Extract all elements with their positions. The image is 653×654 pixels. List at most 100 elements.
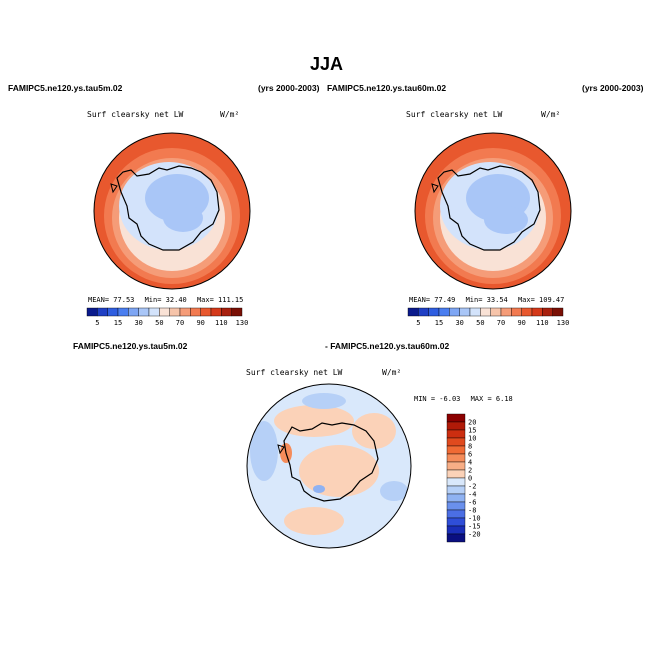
right-units: W/m²: [541, 110, 561, 119]
diff-warm-patch-2: [352, 413, 396, 449]
left-colorbar-tick-label: 5: [95, 319, 99, 327]
left-colorbar-swatch: [107, 307, 119, 317]
right-colorbar: 5 15 30 50 70 90 110 130: [407, 307, 570, 327]
left-peninsula: [110, 183, 118, 194]
diff-colorbar-swatch: [446, 461, 466, 471]
left-units: W/m²: [220, 110, 240, 119]
diff-colorbar-swatch: [446, 421, 466, 431]
left-max: 111.15: [218, 296, 244, 304]
diff-map-border: [246, 383, 412, 549]
left-map: [93, 132, 251, 290]
diff-colorbar-swatch: [446, 477, 466, 487]
diff-colorbar-tick-label: -20: [468, 531, 481, 539]
diff-colorbar-swatch: [446, 501, 466, 511]
diff-min-label: MIN =: [414, 395, 436, 403]
left-colorbar-swatch: [190, 307, 201, 317]
right-colorbar-swatch: [428, 307, 440, 317]
diff-colorbar-swatch: [446, 453, 466, 463]
right-colorbar-swatch: [438, 307, 450, 317]
left-years-label: (yrs 2000-2003): [258, 83, 320, 93]
left-colorbar-swatch: [231, 307, 243, 317]
right-colorbar-tick-label: 30: [455, 319, 463, 327]
diff-colorbar-tick-label: 10: [468, 435, 476, 443]
diff-colorbar-swatch: [446, 445, 466, 455]
left-colorbar: 5 15 30 50 70 90 110 130: [86, 307, 249, 327]
left-map-border: [93, 132, 251, 290]
right-colorbar-swatch: [552, 307, 564, 317]
left-plot-title: Surf clearsky net LW: [87, 110, 184, 119]
left-stats: MEAN= 77.53 Min= 32.40 Max= 111.15: [88, 296, 243, 304]
diff-cool-spot: [313, 485, 325, 493]
right-colorbar-swatch: [480, 307, 491, 317]
diff-colorbar-swatch: [446, 437, 466, 447]
right-plot-title: Surf clearsky net LW: [406, 110, 503, 119]
diff-colorbar-swatch: [446, 509, 466, 519]
left-band-6: [163, 204, 203, 232]
right-colorbar-swatch: [511, 307, 522, 317]
left-colorbar-tick-label: 50: [155, 319, 163, 327]
right-min-label: Min=: [465, 296, 483, 304]
diff-colorbar-tick-label: 4: [468, 459, 472, 467]
right-run-label: FAMIPC5.ne120.ys.tau60m.02: [327, 83, 447, 93]
right-colorbar-swatch: [542, 307, 553, 317]
diff-colorbar-tick-label: -10: [468, 515, 481, 523]
diff-units: W/m²: [382, 368, 402, 377]
left-colorbar-tick-label: 130: [236, 319, 249, 327]
left-colorbar-swatch: [86, 307, 98, 317]
right-map: [414, 132, 572, 290]
right-colorbar-tick-label: 90: [517, 319, 525, 327]
left-colorbar-tick-label: 90: [196, 319, 204, 327]
diff-colorbar-swatch: [446, 429, 466, 439]
right-colorbar-tick-label: 15: [435, 319, 443, 327]
diff-map: [246, 383, 412, 549]
diff-colorbar-swatch: [446, 493, 466, 503]
left-colorbar-swatch: [210, 307, 222, 317]
right-colorbar-swatch: [521, 307, 533, 317]
diff-colorbar-tick-label: 2: [468, 467, 472, 475]
left-mean-label: MEAN=: [88, 296, 110, 304]
diff-colorbar-tick-label: -6: [468, 499, 476, 507]
left-min-label: Min=: [144, 296, 162, 304]
left-coastline: [116, 165, 220, 251]
page-title: JJA: [310, 54, 344, 74]
diff-min: -6.03: [439, 395, 461, 403]
diff-colorbar-swatch: [446, 413, 466, 423]
right-min: 33.54: [486, 296, 508, 304]
right-colorbar-tick-label: 110: [536, 319, 549, 327]
diff-colorbar-tick-label: 6: [468, 451, 472, 459]
right-colorbar-swatch: [531, 307, 543, 317]
diff-warm-patch-4: [284, 507, 344, 535]
diff-peninsula: [277, 444, 285, 455]
right-max-label: Max=: [517, 296, 535, 304]
right-mean: 77.49: [434, 296, 456, 304]
left-min: 32.40: [165, 296, 187, 304]
diff-plot-title: Surf clearsky net LW: [246, 368, 343, 377]
diff-colorbar-tick-label: -4: [468, 491, 476, 499]
left-run-label: FAMIPC5.ne120.ys.tau5m.02: [8, 83, 123, 93]
diff-cool-patch-2: [302, 393, 346, 409]
right-colorbar-tick-label: 50: [476, 319, 484, 327]
diff-colorbar-tick-label: 15: [468, 427, 476, 435]
diff-run-b-label: - FAMIPC5.ne120.ys.tau60m.02: [325, 341, 450, 351]
diff-warm-patch-1: [274, 405, 354, 437]
right-colorbar-swatch: [500, 307, 512, 317]
diff-colorbar-swatch: [446, 533, 466, 543]
right-years-label: (yrs 2000-2003): [582, 83, 644, 93]
diff-colorbar-swatch: [446, 525, 466, 535]
left-colorbar-tick-label: 15: [114, 319, 122, 327]
diff-colorbar-swatch: [446, 517, 466, 527]
right-colorbar-tick-label: 130: [557, 319, 570, 327]
left-colorbar-swatch: [138, 307, 150, 317]
diff-max: 6.18: [495, 395, 513, 403]
left-mean: 77.53: [113, 296, 135, 304]
right-colorbar-swatch: [407, 307, 419, 317]
diff-colorbar-tick-label: 20: [468, 419, 476, 427]
left-colorbar-swatch: [148, 307, 160, 317]
right-colorbar-swatch: [449, 307, 460, 317]
right-colorbar-swatch: [490, 307, 502, 317]
right-map-border: [414, 132, 572, 290]
left-colorbar-swatch: [221, 307, 232, 317]
diff-colorbar-tick-label: 8: [468, 443, 472, 451]
right-stats: MEAN= 77.49 Min= 33.54 Max= 109.47: [409, 296, 564, 304]
